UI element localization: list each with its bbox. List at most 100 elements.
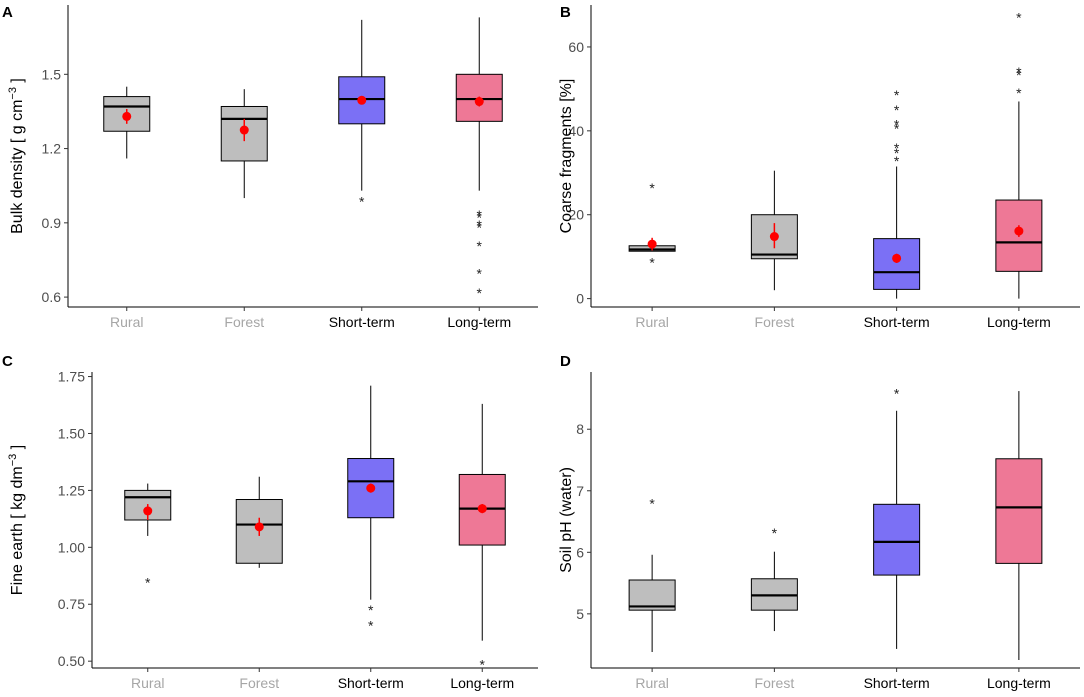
outlier-point: *	[649, 495, 655, 511]
x-tick-label-short-term: Short-term	[338, 675, 404, 691]
outlier-point: *	[368, 602, 374, 618]
outlier-point: *	[1016, 85, 1022, 101]
x-tick-label-long-term: Long-term	[987, 314, 1051, 330]
box-body	[873, 238, 921, 290]
y-axis-title: Bulk density [ g cm−3 ]	[7, 78, 26, 234]
outlier-point: *	[894, 117, 900, 133]
outlier-point: *	[649, 180, 655, 196]
mean-point	[474, 97, 484, 107]
outlier-point: *	[1016, 9, 1022, 25]
panel-label-b: B	[560, 4, 571, 21]
x-tick-label-long-term: Long-term	[987, 675, 1051, 691]
outlier-point: *	[649, 255, 655, 271]
y-tick-label: 5	[576, 606, 584, 622]
box-forest	[750, 170, 798, 291]
outlier-point: *	[145, 574, 151, 590]
panel-a: A 0.6 0.9 1.2 1.5 Bulk density [ g cm−3 ] Rur…	[2, 4, 538, 330]
y-tick-label: 0.50	[58, 653, 85, 669]
y-tick-label: 0.9	[42, 215, 62, 231]
y-tick-label: 40	[568, 123, 584, 139]
box-forest: *	[750, 525, 798, 632]
x-tick-label-long-term: Long-term	[447, 314, 511, 330]
y-axis-title-main: Fine earth [ kg dm	[9, 466, 26, 595]
outlier-point: *	[1016, 67, 1022, 83]
box-rural: **	[628, 180, 676, 271]
x-tick-label-short-term: Short-term	[329, 314, 395, 330]
outlier-point: *	[477, 265, 483, 281]
y-tick-label: 0	[576, 291, 584, 307]
mean-point	[477, 504, 487, 514]
outlier-point: *	[894, 385, 900, 401]
mean-point	[143, 506, 153, 516]
x-tick-label-rural: Rural	[131, 675, 164, 691]
x-tick-label-short-term: Short-term	[864, 314, 930, 330]
outlier-point: *	[477, 207, 483, 223]
y-tick-label: 8	[576, 421, 584, 437]
x-tick-label-rural: Rural	[110, 314, 143, 330]
box-rural: *	[628, 495, 676, 652]
outlier-point: *	[359, 194, 365, 210]
box-rural: *	[124, 483, 172, 590]
y-tick-label: 60	[568, 39, 584, 55]
box-short-term: *	[338, 19, 386, 210]
x-tick-label-short-term: Short-term	[864, 675, 930, 691]
y-axis-title-sup: −3	[7, 87, 19, 100]
panel-label-c: C	[2, 353, 13, 370]
box-short-term: **	[347, 385, 395, 634]
y-tick-label: 1.2	[42, 141, 62, 157]
box-long-term	[995, 391, 1043, 660]
x-tick-label-forest: Forest	[224, 314, 264, 330]
outlier-point: *	[477, 238, 483, 254]
x-tick-label-long-term: Long-term	[450, 675, 514, 691]
panel-c: C 0.50 0.75 1.00 1.25 1.50 1.75 Fine earth [ k…	[2, 353, 538, 691]
box-rural	[103, 86, 151, 159]
panel-d: D 5 6 7 8 Soil pH (water) Rural Forest Short-te…	[558, 353, 1080, 691]
outlier-point: *	[477, 210, 483, 226]
y-tick-label: 1.75	[58, 369, 85, 385]
box-long-term: ****	[995, 9, 1043, 299]
y-tick-label: 1.5	[42, 66, 62, 82]
outlier-point: *	[894, 87, 900, 103]
y-tick-label: 1.00	[58, 539, 85, 555]
x-tick-label-forest: Forest	[755, 314, 795, 330]
y-axis-title-main: Coarse fragments [%]	[558, 79, 575, 234]
outlier-point: *	[894, 140, 900, 156]
panel-label-d: D	[560, 353, 571, 370]
outlier-point: *	[477, 217, 483, 233]
panel-b: B 0 20 40 60 Coarse fragments [%] Rural Forest…	[558, 4, 1080, 330]
y-axis-title: Fine earth [ kg dm−3 ]	[7, 445, 26, 595]
y-axis-title: Soil pH (water)	[558, 467, 575, 573]
outlier-point: *	[368, 618, 374, 634]
x-tick-label-rural: Rural	[635, 314, 668, 330]
y-tick-label: 0.75	[58, 596, 85, 612]
box-forest	[220, 89, 268, 199]
y-axis-title: Coarse fragments [%]	[558, 79, 575, 234]
box-forest	[235, 476, 283, 568]
outlier-point: *	[480, 656, 486, 672]
box-body	[995, 458, 1043, 564]
mean-point	[769, 232, 779, 242]
y-axis-title-tail: ]	[9, 445, 26, 454]
y-axis-title-main: Bulk density [ g cm	[9, 100, 26, 234]
x-tick-label-rural: Rural	[635, 675, 668, 691]
y-axis-title-tail: ]	[9, 78, 26, 87]
outlier-point: *	[894, 145, 900, 161]
y-tick-label: 7	[576, 483, 584, 499]
y-tick-label: 6	[576, 544, 584, 560]
box-long-term: *******	[455, 17, 503, 301]
box-short-term: *	[873, 385, 921, 649]
outlier-point: *	[477, 285, 483, 301]
y-tick-label: 0.6	[42, 289, 62, 305]
outlier-point: *	[894, 153, 900, 169]
y-tick-label: 1.50	[58, 425, 85, 441]
y-tick-label: 20	[568, 207, 584, 223]
outlier-point: *	[772, 525, 778, 541]
mean-point	[239, 125, 249, 135]
box-body	[455, 73, 503, 122]
mean-point	[366, 483, 376, 493]
box-body	[628, 579, 676, 611]
box-short-term: *******	[873, 87, 921, 299]
panel-label-a: A	[2, 4, 13, 21]
outlier-point: *	[1016, 64, 1022, 80]
